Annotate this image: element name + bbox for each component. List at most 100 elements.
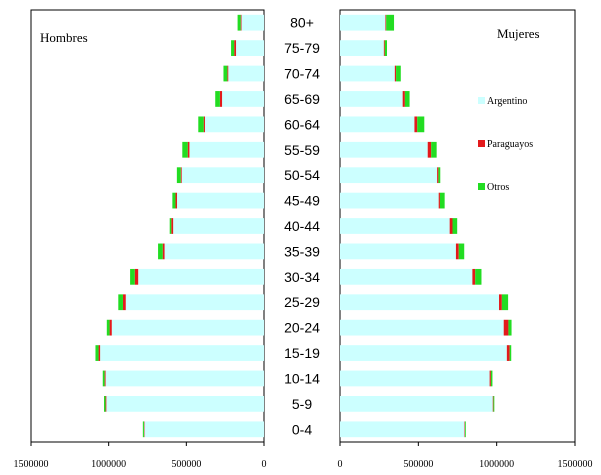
age-label-60-64: 60-64 <box>284 116 320 132</box>
left-bar-argentino-5-9 <box>106 396 264 412</box>
left-bar-otros-50-54 <box>176 167 181 184</box>
right-bar-argentino-45-49 <box>340 192 439 209</box>
left-bar-paraguayos-35-39 <box>162 243 165 260</box>
age-label-50-54: 50-54 <box>284 167 320 183</box>
age-label-55-59: 55-59 <box>284 142 320 158</box>
left-bar-otros-35-39 <box>158 243 163 260</box>
age-label-15-19: 15-19 <box>284 345 320 361</box>
age-label-5-9: 5-9 <box>292 396 312 412</box>
age-label-75-79: 75-79 <box>284 40 320 56</box>
right-bar-paraguayos-5-9 <box>492 396 494 412</box>
right-x-tick-label: 500000 <box>403 459 433 470</box>
right-bar-paraguayos-75-79 <box>383 40 385 56</box>
age-group-labels: 0-4 5-9 10-14 15-19 20-24 25-29 30-34 35-39 40-4… <box>284 15 320 438</box>
age-label-45-49: 45-49 <box>284 193 320 209</box>
left-bar-paraguayos-65-69 <box>219 91 223 107</box>
hombres-title: Hombres <box>40 30 88 45</box>
right-bar-argentino-55-59 <box>340 141 428 158</box>
legend-label-argentino: Argentino <box>487 96 527 107</box>
age-label-40-44: 40-44 <box>284 218 320 234</box>
right-x-tick-label: 0 <box>338 459 343 470</box>
age-label-30-34: 30-34 <box>284 269 320 285</box>
left-bar-otros-5-9 <box>104 396 106 412</box>
right-x-tick-label: 1000000 <box>479 459 514 470</box>
left-bar-otros-40-44 <box>169 218 172 234</box>
legend-label-otros: Otros <box>487 182 509 193</box>
right-bar-otros-65-69 <box>404 91 410 107</box>
right-bar-paraguayos-35-39 <box>455 243 459 260</box>
right-bar-argentino-40-44 <box>340 218 450 234</box>
mujeres-title: Mujeres <box>497 26 540 41</box>
left-bar-paraguayos-70-74 <box>227 65 229 82</box>
left-bar-paraguayos-25-29 <box>122 294 126 311</box>
legend-swatch-argentino <box>478 97 485 104</box>
right-bar-otros-70-74 <box>396 65 401 82</box>
age-label-20-24: 20-24 <box>284 320 320 336</box>
age-label-65-69: 65-69 <box>284 91 320 107</box>
legend: Argentino Paraguayos Otros <box>478 96 533 193</box>
right-bar-paraguayos-10-14 <box>489 370 491 387</box>
right-bar-paraguayos-45-49 <box>438 192 440 209</box>
right-bar-argentino-65-69 <box>340 91 403 107</box>
legend-swatch-otros <box>478 183 485 190</box>
left-bar-otros-70-74 <box>223 65 228 82</box>
legend-label-paraguayos: Paraguayos <box>487 139 533 150</box>
left-x-tick-label: 1000000 <box>91 459 126 470</box>
left-bar-argentino-15-19 <box>100 345 265 361</box>
age-label-25-29: 25-29 <box>284 294 320 310</box>
left-bar-otros-45-49 <box>172 192 176 209</box>
right-bar-paraguayos-25-29 <box>499 294 502 311</box>
right-bar-argentino-75-79 <box>340 40 384 56</box>
right-bar-paraguayos-80 <box>385 14 387 31</box>
right-bar-otros-45-49 <box>439 192 445 209</box>
left-bar-otros-15-19 <box>95 345 99 361</box>
right-bar-argentino-15-19 <box>340 345 507 361</box>
right-bar-paraguayos-55-59 <box>427 141 432 158</box>
hombres-bars <box>95 14 265 438</box>
right-bar-paraguayos-65-69 <box>402 91 405 107</box>
right-bar-paraguayos-70-74 <box>394 65 397 82</box>
right-bar-paraguayos-40-44 <box>449 218 453 234</box>
left-bar-paraguayos-80 <box>240 14 242 31</box>
left-x-tick-label: 1500000 <box>14 459 49 470</box>
age-label-35-39: 35-39 <box>284 243 320 259</box>
right-bar-paraguayos-60-64 <box>414 116 418 133</box>
left-bar-argentino-60-64 <box>204 116 264 133</box>
left-bar-otros-0-4 <box>142 421 144 438</box>
right-bar-argentino-25-29 <box>340 294 500 311</box>
left-bar-argentino-10-14 <box>105 370 264 387</box>
right-bar-argentino-20-24 <box>340 319 504 336</box>
age-label-10-14: 10-14 <box>284 370 320 386</box>
right-bar-otros-60-64 <box>417 116 425 133</box>
left-bar-otros-80 <box>237 14 241 31</box>
legend-swatch-paraguayos <box>478 140 485 147</box>
left-bar-paraguayos-5-9 <box>105 396 107 412</box>
right-bar-otros-20-24 <box>508 319 512 336</box>
left-bar-argentino-25-29 <box>125 294 264 311</box>
right-bar-otros-75-79 <box>384 40 387 56</box>
left-bar-otros-60-64 <box>198 116 204 133</box>
age-label-80: 80+ <box>290 15 314 31</box>
left-bar-argentino-45-49 <box>177 192 264 209</box>
left-bar-argentino-55-59 <box>189 141 264 158</box>
right-bar-otros-40-44 <box>452 218 458 234</box>
right-bar-paraguayos-50-54 <box>437 167 439 184</box>
right-bar-otros-15-19 <box>509 345 512 361</box>
right-bar-paraguayos-20-24 <box>503 319 509 336</box>
left-bar-otros-20-24 <box>106 319 110 336</box>
left-bar-paraguayos-60-64 <box>203 116 205 133</box>
left-bar-argentino-30-34 <box>138 268 264 285</box>
left-bar-paraguayos-30-34 <box>134 268 139 285</box>
right-bar-paraguayos-15-19 <box>506 345 510 361</box>
mujeres-x-axis: 0 500000 1000000 1500000 <box>338 442 593 470</box>
right-bar-argentino-30-34 <box>340 268 473 285</box>
mujeres-bars <box>340 14 512 438</box>
left-x-tick-label: 0 <box>262 459 267 470</box>
right-bar-argentino-5-9 <box>340 396 493 412</box>
left-bar-argentino-35-39 <box>164 243 264 260</box>
right-x-tick-label: 1500000 <box>558 459 593 470</box>
left-bar-argentino-40-44 <box>173 218 264 234</box>
left-bar-paraguayos-45-49 <box>175 192 178 209</box>
left-bar-paraguayos-10-14 <box>104 370 106 387</box>
